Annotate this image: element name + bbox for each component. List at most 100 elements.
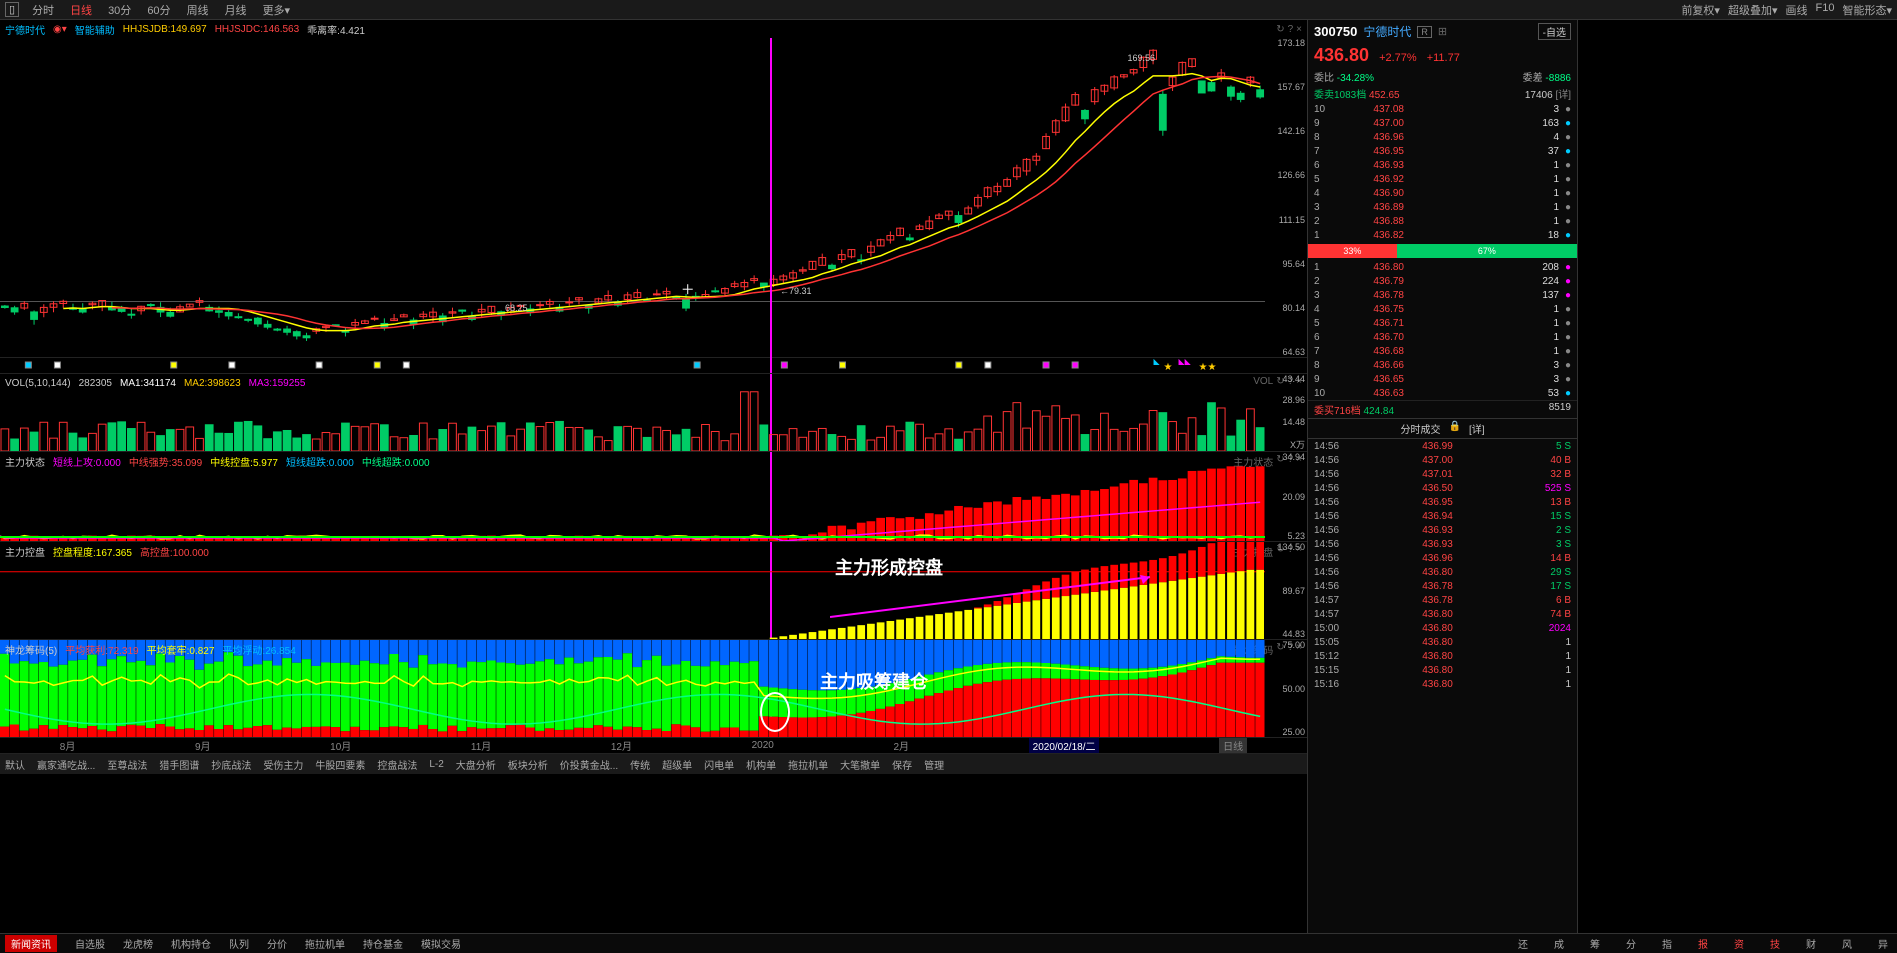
- footer-tab[interactable]: 机构持仓: [171, 936, 211, 951]
- refresh-icon[interactable]: ↻: [1276, 24, 1284, 35]
- footer-tab[interactable]: 自选股: [75, 936, 105, 951]
- timeframe-tab[interactable]: 日线: [62, 3, 100, 19]
- date-tab[interactable]: 日线: [1219, 738, 1247, 753]
- footer-right-tab[interactable]: 技: [1766, 936, 1784, 951]
- footer-tab[interactable]: 拖拉机单: [305, 936, 345, 951]
- strategy-tab[interactable]: 牛股四要素: [315, 757, 365, 772]
- trade-row: 15:00436.802024: [1308, 621, 1577, 635]
- more-icon[interactable]: ⊞: [1438, 25, 1447, 38]
- strategy-tab[interactable]: L-2: [429, 759, 443, 770]
- footer-right-tab[interactable]: 风: [1838, 936, 1856, 951]
- strategy-tab[interactable]: 抄底战法: [211, 757, 251, 772]
- stock-name[interactable]: 宁德时代: [5, 22, 45, 37]
- strategy-tab[interactable]: 保存: [892, 757, 912, 772]
- timeframe-tab[interactable]: 更多▾: [255, 3, 299, 19]
- stock-name-side[interactable]: 宁德时代: [1363, 23, 1411, 40]
- strategy-tab[interactable]: 传统: [630, 757, 650, 772]
- strategy-tab[interactable]: 闪电单: [704, 757, 734, 772]
- zlzt-panel[interactable]: 主力状态短线上攻:0.000中线强势:35.099中线控盘:5.977短线超跌:…: [0, 452, 1307, 542]
- toolbar-item[interactable]: 前复权▾: [1681, 2, 1720, 18]
- order-level[interactable]: 8436.964●: [1308, 130, 1577, 144]
- order-level[interactable]: 2436.79224●: [1308, 274, 1577, 288]
- timeframe-tab[interactable]: 月线: [217, 3, 255, 19]
- order-level[interactable]: 3436.891●: [1308, 200, 1577, 214]
- order-level[interactable]: 5436.711●: [1308, 316, 1577, 330]
- zlkp-panel[interactable]: 主力控盘控盘程度:167.365高控盘:100.000 主力控盘 ↻?× 主力形…: [0, 542, 1307, 640]
- strategy-tab[interactable]: 大盘分析: [456, 757, 496, 772]
- timeframe-tab[interactable]: 30分: [100, 3, 139, 19]
- price-chart-panel[interactable]: 169.56 68.25 ←79.31 173.18157.67142.1612…: [0, 38, 1307, 358]
- footer-tab[interactable]: 新闻资讯: [5, 935, 57, 952]
- order-level[interactable]: 7436.9537●: [1308, 144, 1577, 158]
- order-level[interactable]: 8436.663●: [1308, 358, 1577, 372]
- svg-text:★: ★: [1164, 362, 1173, 373]
- order-level[interactable]: 1436.8218●: [1308, 228, 1577, 242]
- footer-tab[interactable]: 模拟交易: [421, 936, 461, 951]
- strategy-tab[interactable]: 拖拉机单: [788, 757, 828, 772]
- footer-right-tab[interactable]: 指: [1658, 936, 1676, 951]
- order-level[interactable]: 10436.6353●: [1308, 386, 1577, 400]
- footer-right-tab[interactable]: 还: [1514, 936, 1532, 951]
- order-level[interactable]: 9437.00163●: [1308, 116, 1577, 130]
- footer-right-tab[interactable]: 成: [1550, 936, 1568, 951]
- timeframe-tab[interactable]: 60分: [139, 3, 178, 19]
- order-level[interactable]: 3436.78137●: [1308, 288, 1577, 302]
- order-level[interactable]: 5436.921●: [1308, 172, 1577, 186]
- volume-panel[interactable]: VOL(5,10,144)282305MA1:341174MA2:398623M…: [0, 374, 1307, 452]
- detail-link2[interactable]: [详]: [1469, 421, 1485, 436]
- footer-right-tab[interactable]: 筹: [1586, 936, 1604, 951]
- order-level[interactable]: 4436.901●: [1308, 186, 1577, 200]
- footer-tab[interactable]: 持仓基金: [363, 936, 403, 951]
- menu-icon[interactable]: ▯: [5, 2, 19, 17]
- toolbar-item[interactable]: F10: [1816, 2, 1835, 18]
- strategy-tab[interactable]: 受伤主力: [263, 757, 303, 772]
- strategy-tab[interactable]: 赢家通吃战...: [37, 757, 95, 772]
- high-label: 169.56: [1127, 53, 1155, 63]
- order-level[interactable]: 1436.80208●: [1308, 260, 1577, 274]
- footer-right-tab[interactable]: 异: [1874, 936, 1892, 951]
- strategy-tab[interactable]: 板块分析: [508, 757, 548, 772]
- trade-title[interactable]: 分时成交: [1400, 421, 1440, 436]
- strategy-tab[interactable]: 价投黄金战...: [560, 757, 618, 772]
- order-level[interactable]: 6436.701●: [1308, 330, 1577, 344]
- strategy-tab[interactable]: 大笔撤单: [840, 757, 880, 772]
- timeframe-tab[interactable]: 分时: [24, 3, 62, 19]
- footer-right-tab[interactable]: 资: [1730, 936, 1748, 951]
- strategy-tab[interactable]: 猎手图谱: [159, 757, 199, 772]
- marker-row: ★★★◣◣◣: [0, 358, 1307, 374]
- detail-link[interactable]: [详]: [1555, 90, 1571, 101]
- toolbar-item[interactable]: 智能形态▾: [1842, 2, 1892, 18]
- trade-row: 15:05436.801: [1308, 635, 1577, 649]
- footer-right-tab[interactable]: 报: [1694, 936, 1712, 951]
- strategy-tab[interactable]: 默认: [5, 757, 25, 772]
- lock-icon[interactable]: 🔒: [1448, 421, 1460, 436]
- opt-button[interactable]: -自选: [1538, 23, 1571, 40]
- strategy-tab[interactable]: 控盘战法: [377, 757, 417, 772]
- toolbar-item[interactable]: 超级叠加▾: [1728, 2, 1778, 18]
- order-level[interactable]: 4436.751●: [1308, 302, 1577, 316]
- footer-tab[interactable]: 队列: [229, 936, 249, 951]
- strategy-tab[interactable]: 超级单: [662, 757, 692, 772]
- dropdown-icon[interactable]: ◉▾: [53, 24, 67, 35]
- footer-right-tab[interactable]: 财: [1802, 936, 1820, 951]
- strategy-tab[interactable]: 机构单: [746, 757, 776, 772]
- order-level[interactable]: 7436.681●: [1308, 344, 1577, 358]
- order-level[interactable]: 10437.083●: [1308, 102, 1577, 116]
- order-level[interactable]: 2436.881●: [1308, 214, 1577, 228]
- help-icon[interactable]: ?: [1288, 24, 1294, 35]
- footer-right-tab[interactable]: 分: [1622, 936, 1640, 951]
- strategy-tab[interactable]: 至尊战法: [107, 757, 147, 772]
- stock-code[interactable]: 300750: [1314, 24, 1357, 39]
- footer-tab[interactable]: 分价: [267, 936, 287, 951]
- toolbar-item[interactable]: 画线: [1786, 2, 1808, 18]
- order-level[interactable]: 9436.653●: [1308, 372, 1577, 386]
- strategy-tab[interactable]: 管理: [924, 757, 944, 772]
- timeframe-tab[interactable]: 周线: [179, 3, 217, 19]
- order-level[interactable]: 6436.931●: [1308, 158, 1577, 172]
- slcm-panel[interactable]: 神龙筹码(5)平均获利:72.319平均套牢:0.827平均浮动:26.854 …: [0, 640, 1307, 738]
- svg-text:◣◣: ◣◣: [1179, 358, 1192, 366]
- footer-tab[interactable]: 龙虎榜: [123, 936, 153, 951]
- change-val: +11.77: [1427, 52, 1460, 64]
- close-icon[interactable]: ×: [1296, 24, 1302, 35]
- smart-assist[interactable]: 智能辅助: [75, 22, 115, 37]
